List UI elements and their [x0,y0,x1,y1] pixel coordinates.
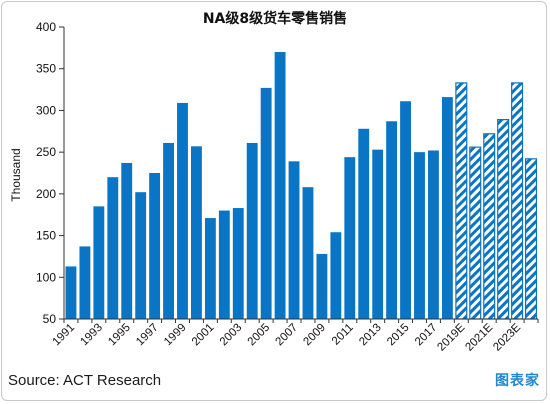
x-tick-label: 1993 [78,322,105,349]
bar-2015 [400,101,411,319]
bar-2005 [260,87,272,320]
bar-1998 [163,142,174,319]
bar-2013 [372,149,384,319]
y-tick-label: 200 [36,187,56,201]
bar-2017 [428,150,439,319]
bar-2008 [302,187,314,319]
bar-2011 [344,157,356,319]
bar-2004 [246,142,258,319]
x-tick-label: 1995 [106,322,133,349]
x-tick-label: 2009 [301,322,328,349]
y-tick-label: 400 [36,20,56,34]
y-tick-label: 250 [36,145,56,159]
source-note: Source: ACT Research [8,372,162,389]
bar-1996 [135,192,147,319]
x-tick-label: 2019E [435,321,467,353]
bar-1991 [65,266,77,319]
bar-2016 [414,152,425,319]
y-tick-label: 350 [36,62,56,76]
x-tick-label: 2015 [385,322,412,349]
y-tick-label: 50 [43,312,57,326]
bar-forecast-2023E [511,82,524,320]
y-tick-label: 300 [36,103,56,117]
y-tick-label: 100 [36,270,56,284]
bar-1994 [107,177,119,319]
brand-logo: 图表家 [495,373,540,389]
bar-2018 [441,97,453,319]
x-tick-label: 1999 [162,322,189,349]
x-tick-label: 1997 [134,322,161,349]
bar-2007 [288,161,300,319]
y-axis-label: Thousand [9,148,23,201]
bar-forecast-2019E [455,82,468,320]
bar-2012 [358,128,370,319]
bar-forecast-2022E [497,119,510,320]
bar-forecast-2021E [483,133,496,320]
x-tick-label: 2005 [246,322,273,349]
y-tick-label: 150 [36,229,56,243]
x-tick-label: 2013 [357,322,384,349]
x-tick-label: 2001 [190,322,217,349]
bar-2002 [218,210,230,319]
x-tick-label: 2007 [274,322,301,349]
bar-1992 [79,246,91,319]
bar-2006 [274,52,286,319]
bar-2009 [316,253,328,319]
bars-group [65,52,538,320]
x-tick-label: 2003 [218,322,245,349]
bar-2003 [232,208,244,319]
x-tick-label: 2023E [491,321,523,353]
bar-2001 [204,218,216,319]
bar-1993 [93,206,105,319]
bar-forecast-2020E [469,146,482,320]
x-tick-label: 2021E [463,321,495,353]
x-axis: 1991 1993 1995 1997 1999 2001 2003 2005 2007 2009… [51,318,539,354]
bar-1999 [177,102,188,319]
bar-forecast-2024E [524,158,538,320]
bar-2000 [191,146,202,319]
bar-2014 [386,121,398,320]
bar-1995 [121,162,133,319]
chart-title: NA级8级货车零售销售 [203,10,347,27]
y-axis: 50 100 150 200 250 300 350 400 [36,20,65,326]
bar-2010 [330,232,342,319]
bar-1997 [149,173,161,319]
x-tick-label: 2011 [330,322,356,348]
